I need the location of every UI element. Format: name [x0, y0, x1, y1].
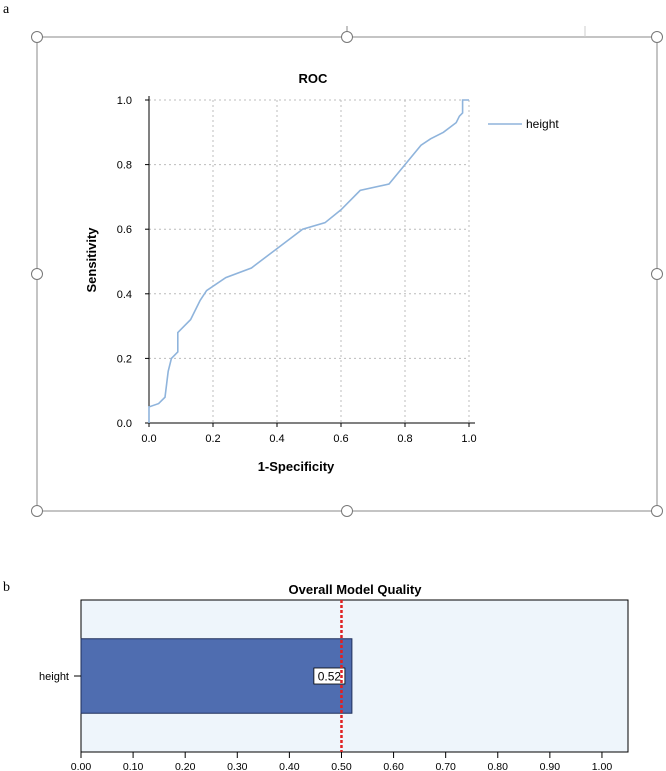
y-tick-label: 0.0 [117, 418, 132, 430]
roc-legend: height [488, 117, 559, 131]
resize-handle[interactable] [341, 31, 353, 43]
data-label: 0.52 [318, 670, 342, 684]
resize-handle[interactable] [31, 31, 43, 43]
x-tick-label: 0.20 [175, 761, 196, 771]
x-tick-label: 0.40 [279, 761, 300, 771]
x-tick-label: 0.8 [397, 433, 412, 445]
panel-label-b: b [3, 580, 10, 595]
bars: 0.52 [80, 600, 353, 752]
resize-handle[interactable] [341, 505, 353, 517]
x-tick-label: 1.00 [592, 761, 613, 771]
roc-curve-height [148, 99, 469, 423]
x-tick-label: 0.4 [269, 433, 284, 445]
selection-frame[interactable] [31, 26, 663, 517]
y-tick-label: 0.2 [117, 353, 132, 365]
x-tick-label: 0.70 [435, 761, 456, 771]
y-tick-label: 1.0 [117, 95, 132, 107]
resize-handle[interactable] [651, 268, 663, 280]
bar-y-axis: height [39, 671, 81, 683]
roc-x-ticks: 0.0 0.2 0.4 0.6 0.8 1.0 [141, 423, 477, 445]
resize-handle[interactable] [651, 505, 663, 517]
roc-chart: ROC 0.0 0.2 0.4 0.6 0.8 1.0 0.0 0.2 0.4 0.6 0.8 1.… [31, 26, 663, 517]
x-tick-label: 0.6 [333, 433, 348, 445]
x-tick-label: 0.90 [540, 761, 561, 771]
x-tick-label: 0.0 [141, 433, 156, 445]
legend-label-height: height [526, 117, 559, 131]
roc-axes [148, 96, 475, 424]
x-tick-label: 0.10 [123, 761, 144, 771]
roc-grid [149, 99, 470, 423]
roc-title: ROC [299, 71, 329, 86]
model-quality-chart: Overall Model Quality 0.52 height 0.00 0.… [39, 582, 629, 771]
category-label: height [39, 671, 69, 683]
bar-height [80, 638, 353, 714]
y-tick-label: 0.8 [117, 160, 132, 172]
data-label-box [313, 667, 346, 685]
resize-handle[interactable] [31, 505, 43, 517]
bar-x-ticks: 0.00 0.10 0.20 0.30 0.40 0.50 0.60 0.70 0.80 0.90… [71, 752, 613, 771]
x-tick-label: 0.50 [331, 761, 352, 771]
y-tick-label: 0.6 [117, 224, 132, 236]
resize-handle[interactable] [31, 268, 43, 280]
x-tick-label: 0.60 [383, 761, 404, 771]
x-tick-label: 1.0 [461, 433, 476, 445]
roc-x-axis-label: 1-Specificity [258, 459, 335, 474]
x-tick-label: 0.30 [227, 761, 248, 771]
roc-y-axis-label: Sensitivity [84, 227, 99, 293]
y-tick-label: 0.4 [117, 289, 132, 301]
resize-handle[interactable] [651, 31, 663, 43]
model-quality-title: Overall Model Quality [289, 582, 423, 597]
x-tick-label: 0.00 [71, 761, 92, 771]
x-tick-label: 0.80 [488, 761, 509, 771]
roc-series [148, 99, 469, 423]
x-tick-label: 0.2 [205, 433, 220, 445]
panel-label-a: a [3, 2, 10, 17]
roc-y-ticks: 0.0 0.2 0.4 0.6 0.8 1.0 [117, 95, 149, 430]
